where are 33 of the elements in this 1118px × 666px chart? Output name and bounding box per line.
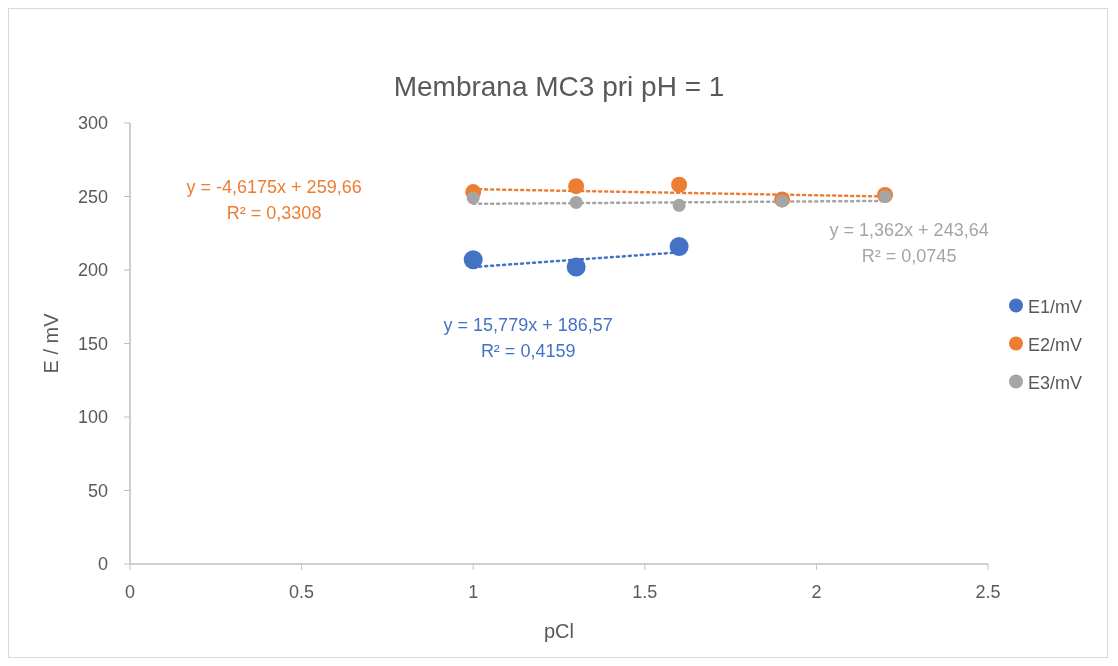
x-axis-title: pCl: [543, 620, 575, 642]
point: [671, 176, 688, 193]
y-tick-label: 250: [77, 186, 108, 207]
annotation: R² = 0,0745: [861, 246, 957, 267]
point: [569, 195, 583, 209]
y-tick-label: 50: [87, 480, 108, 501]
point: [669, 236, 689, 256]
point: [568, 178, 585, 195]
y-tick-label: 0: [97, 554, 108, 574]
legend-label: E2/mV: [1028, 334, 1083, 355]
y-tick-label: 150: [77, 333, 108, 354]
x-tick-label: 2: [811, 582, 822, 602]
annotation: y = -4,6175x + 259,66: [186, 176, 362, 197]
annotation: R² = 0,3308: [226, 202, 322, 223]
x-tick-label: 2.5: [975, 582, 1001, 602]
point: [566, 257, 586, 277]
annotation: R² = 0,4159: [480, 340, 576, 361]
point: [466, 191, 480, 205]
legend-label: E1/mV: [1028, 296, 1083, 317]
annotation: y = 1,362x + 243,64: [829, 220, 989, 241]
legend-label: E3/mV: [1028, 372, 1083, 393]
annotation: y = 15,779x + 186,57: [443, 314, 613, 335]
point: [672, 198, 686, 212]
x-tick-label: 1: [468, 582, 479, 602]
y-tick-label: 100: [77, 407, 108, 427]
x-tick-label: 1.5: [632, 582, 658, 602]
chart-title: Membrana MC3 pri pH = 1: [393, 71, 725, 102]
point: [463, 250, 483, 270]
x-tick-label: 0.5: [289, 582, 315, 602]
x-tick-label: 0: [124, 582, 136, 602]
y-tick-label: 200: [77, 260, 108, 280]
y-axis-title: E / mV: [40, 312, 62, 374]
y-tick-label: 300: [77, 113, 108, 133]
